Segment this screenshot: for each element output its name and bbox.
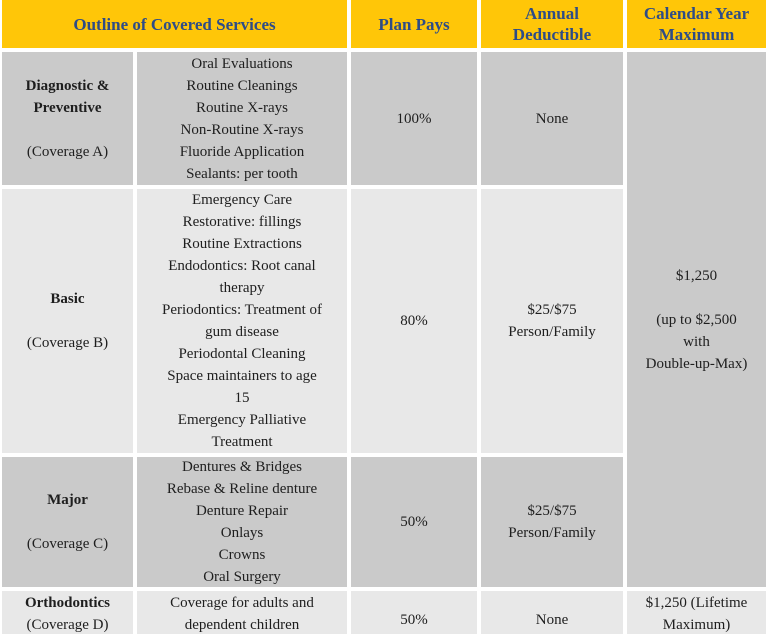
services-list: Oral Evaluations Routine Cleanings Routine…	[179, 55, 305, 182]
calendar-year-maximum-value: $1,250 (up to $2,500 with Double-up-Max)	[645, 267, 748, 372]
header-annual-deductible-label: Annual Deductible	[512, 4, 592, 44]
plan-pays-value: 50%	[400, 612, 428, 628]
plan-pays-major: 50%	[351, 457, 477, 587]
header-calendar-year-maximum: Calendar Year Maximum	[627, 0, 766, 48]
plan-pays-basic: 80%	[351, 189, 477, 453]
header-outline-label: Outline of Covered Services	[73, 14, 276, 34]
header-plan-pays-label: Plan Pays	[378, 14, 450, 34]
category-major: Major (Coverage C)	[2, 457, 133, 587]
category-basic: Basic (Coverage B)	[2, 189, 133, 453]
header-calendar-year-maximum-label: Calendar Year Maximum	[643, 4, 750, 44]
coverage-label: (Coverage C)	[26, 536, 109, 552]
category-diagnostic-preventive: Diagnostic & Preventive (Coverage A)	[2, 52, 133, 185]
header-annual-deductible: Annual Deductible	[481, 0, 623, 48]
plan-pays-value: 80%	[400, 313, 428, 329]
deductible-value: $25/$75 Person/Family	[508, 503, 596, 541]
maximum-orthodontics: $1,250 (Lifetime Maximum)	[627, 591, 766, 634]
category-orthodontics: Orthodontics (Coverage D)	[2, 591, 133, 634]
plan-pays-diagnostic-preventive: 100%	[351, 52, 477, 185]
services-diagnostic-preventive: Oral Evaluations Routine Cleanings Routine…	[137, 52, 347, 185]
category-name: Basic	[50, 291, 85, 307]
header-plan-pays: Plan Pays	[351, 0, 477, 48]
deductible-basic: $25/$75 Person/Family	[481, 189, 623, 453]
deductible-value: None	[535, 612, 569, 628]
maximum-value: $1,250 (Lifetime Maximum)	[645, 595, 748, 633]
services-orthodontics: Coverage for adults and dependent childre…	[137, 591, 347, 634]
services-major: Dentures & Bridges Rebase & Reline dentur…	[137, 457, 347, 587]
category-name: Major	[47, 492, 88, 508]
plan-pays-value: 50%	[400, 514, 428, 530]
plan-pays-value: 100%	[396, 110, 432, 127]
services-list: Coverage for adults and dependent childre…	[170, 595, 314, 633]
services-list: Emergency Care Restorative: fillings Routi…	[162, 192, 322, 450]
services-list: Dentures & Bridges Rebase & Reline dentur…	[166, 459, 318, 585]
deductible-orthodontics: None	[481, 591, 623, 634]
coverage-label: (Coverage A)	[26, 143, 109, 160]
coverage-label: (Coverage D)	[26, 617, 109, 633]
calendar-year-maximum-merged: $1,250 (up to $2,500 with Double-up-Max)	[627, 52, 766, 587]
plan-pays-orthodontics: 50%	[351, 591, 477, 634]
deductible-value: None	[535, 110, 569, 127]
deductible-diagnostic-preventive: None	[481, 52, 623, 185]
deductible-value: $25/$75 Person/Family	[508, 302, 596, 340]
deductible-major: $25/$75 Person/Family	[481, 457, 623, 587]
services-basic: Emergency Care Restorative: fillings Routi…	[137, 189, 347, 453]
category-name: Orthodontics	[24, 595, 110, 611]
header-outline-of-covered-services: Outline of Covered Services	[2, 0, 347, 48]
coverage-label: (Coverage B)	[26, 335, 109, 351]
category-name: Diagnostic & Preventive	[25, 77, 110, 116]
